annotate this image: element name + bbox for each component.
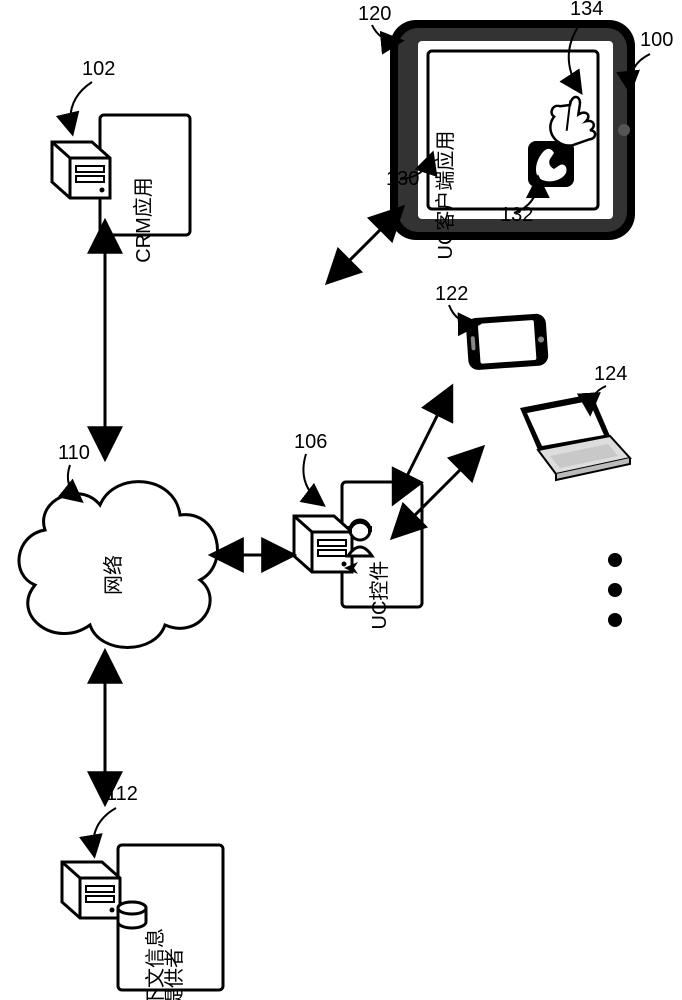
server-icon	[52, 142, 110, 198]
ellipsis-dot	[608, 583, 622, 597]
ref-number: 132	[500, 204, 533, 226]
ref-number: 134	[570, 0, 603, 20]
node-label: CRM应用	[132, 177, 155, 263]
ref-number: 112	[106, 783, 138, 805]
ref-number: 120	[358, 3, 391, 25]
node-label: UC控件	[368, 561, 391, 630]
leader	[70, 82, 92, 132]
ref-number: 100	[640, 29, 673, 51]
ref-number: 106	[294, 431, 327, 453]
ellipsis-dot	[608, 613, 622, 627]
edge	[330, 210, 400, 280]
leader	[93, 808, 116, 854]
ellipsis-dot	[608, 553, 622, 567]
smartphone-icon	[465, 313, 548, 370]
ref-number: 124	[594, 363, 627, 385]
leader	[303, 454, 322, 504]
ref-number: 102	[82, 58, 115, 80]
ref-number: 122	[435, 283, 468, 305]
node-label: 网络	[102, 555, 125, 595]
phone-app-icon	[528, 141, 574, 187]
node-label: UC客户端应用	[434, 131, 457, 260]
ref-number: 110	[58, 442, 90, 464]
laptop-icon	[520, 394, 630, 480]
